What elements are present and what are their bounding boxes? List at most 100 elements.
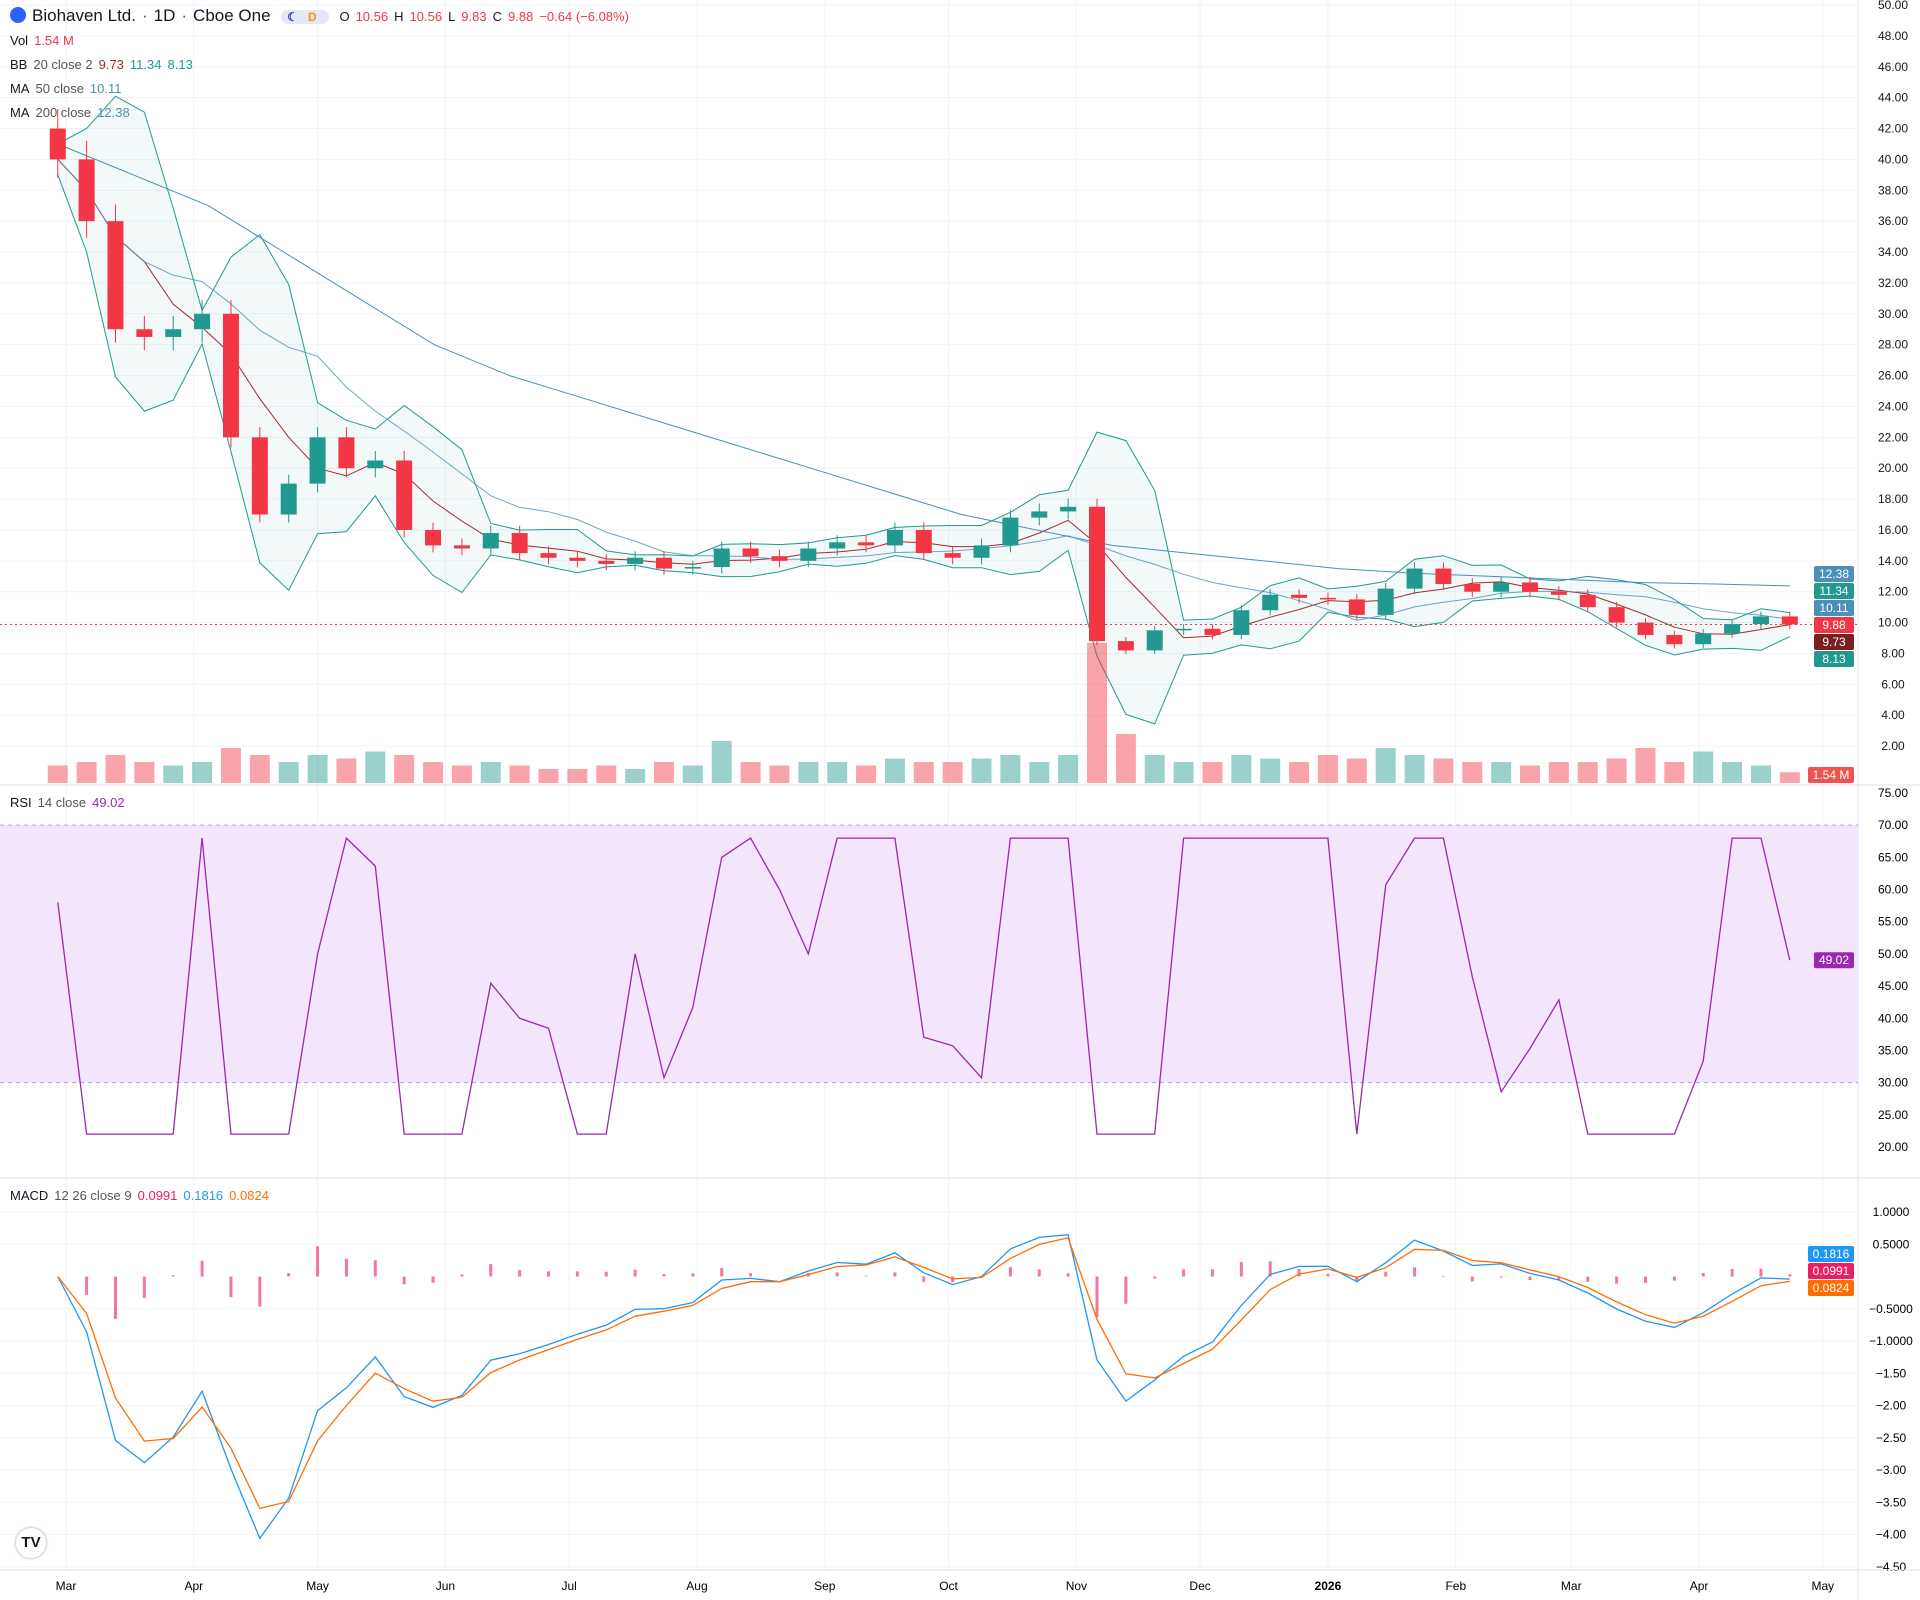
exchange: Cboe One <box>193 6 271 25</box>
macd-legend[interactable]: MACD 12 26 close 9 0.0991 0.1816 0.0824 <box>10 1188 269 1203</box>
volume-bar <box>942 762 963 783</box>
price-tick: 28.00 <box>1878 338 1908 352</box>
bb-legend[interactable]: BB 20 close 2 9.73 11.34 8.13 <box>10 57 193 72</box>
vol-legend[interactable]: Vol 1.54 M <box>10 33 74 48</box>
price-label-badge <box>1814 600 1854 616</box>
rsi-legend[interactable]: RSI 14 close 49.02 <box>10 795 125 810</box>
candle-body <box>569 557 586 561</box>
price-label: 11.34 <box>1819 584 1848 598</box>
time-tick: Dec <box>1189 1579 1210 1593</box>
rsi-tick: 70.00 <box>1878 818 1908 832</box>
candle-body <box>338 437 355 469</box>
price-label: 10.11 <box>1819 601 1848 615</box>
volume-bar <box>1173 762 1194 783</box>
candle-body <box>1637 622 1654 635</box>
volume-bar <box>1750 765 1771 783</box>
volume-bar <box>76 762 97 783</box>
rsi-tick: 60.00 <box>1878 883 1908 897</box>
macd-label-badge <box>1808 1246 1854 1262</box>
bb-fill <box>57 96 1790 724</box>
candle-body <box>973 545 990 558</box>
candle-body <box>1002 517 1019 546</box>
candle-body <box>1695 633 1712 645</box>
volume-bar <box>1722 762 1743 783</box>
candle-body <box>1175 628 1192 631</box>
interval[interactable]: 1D <box>153 6 176 25</box>
price-label-badge <box>1814 651 1854 667</box>
candle-body <box>222 313 239 438</box>
volume-bar <box>278 762 299 783</box>
price-tick: 26.00 <box>1878 369 1908 383</box>
ma50-legend[interactable]: MA 50 close 10.11 <box>10 81 122 96</box>
volume-bar <box>1375 748 1396 783</box>
price-label: 9.88 <box>1822 618 1846 632</box>
price-tick: 18.00 <box>1878 492 1908 506</box>
time-tick: Feb <box>1445 1579 1466 1593</box>
rsi-tick: 35.00 <box>1878 1043 1908 1057</box>
volume-bar <box>451 765 472 783</box>
candle-body <box>1493 582 1510 592</box>
rsi-tick: 55.00 <box>1878 915 1908 929</box>
price-label: 8.13 <box>1822 652 1846 666</box>
price-label-badge <box>1814 617 1854 633</box>
volume-bar <box>740 762 761 783</box>
candle-body <box>684 567 701 569</box>
volume-bar <box>1635 748 1656 783</box>
price-tick: 44.00 <box>1878 91 1908 105</box>
volume-bar <box>682 765 703 783</box>
tradingview-logo[interactable]: TV <box>16 1528 46 1558</box>
volume-bar <box>1317 755 1338 783</box>
price-label: 12.38 <box>1819 567 1849 581</box>
price-tick: 42.00 <box>1878 122 1908 136</box>
volume-bar <box>1664 762 1685 783</box>
macd-line <box>57 1233 1790 1540</box>
candle-body <box>396 460 413 530</box>
time-tick: Nov <box>1066 1579 1087 1593</box>
candle-body <box>886 529 903 546</box>
candle-body <box>1724 624 1741 634</box>
rsi-tick: 40.00 <box>1878 1011 1908 1025</box>
candle-body <box>713 548 730 568</box>
macd-tick: −4.50 <box>1876 1560 1907 1574</box>
candle-body <box>1666 634 1683 645</box>
volume-bar <box>884 758 905 783</box>
macd-label-badge <box>1808 1280 1854 1296</box>
candle-body <box>49 128 66 160</box>
volume-bar <box>596 765 617 783</box>
price-label-badge <box>1814 583 1854 599</box>
macd-label: 0.0991 <box>1813 1264 1850 1278</box>
price-tick: 22.00 <box>1878 430 1908 444</box>
ma200-legend[interactable]: MA 200 close 12.38 <box>10 105 130 120</box>
candle-body <box>540 553 557 558</box>
candle-body <box>482 533 499 549</box>
candle-body <box>771 556 788 561</box>
time-tick: Apr <box>1690 1579 1709 1593</box>
market-status-badge[interactable]: ☾ D <box>281 10 329 24</box>
candle-body <box>1608 607 1625 623</box>
volume-bar <box>1260 758 1281 783</box>
volume-bar <box>1346 758 1367 783</box>
candle-body <box>944 553 961 558</box>
candle-body <box>655 557 672 569</box>
volume-bar <box>1289 762 1310 783</box>
price-tick: 30.00 <box>1878 307 1908 321</box>
time-tick: May <box>1811 1579 1834 1593</box>
candle-body <box>742 548 759 557</box>
time-tick: Mar <box>56 1579 77 1593</box>
macd-tick: 0.5000 <box>1873 1237 1910 1251</box>
candle-body <box>1089 506 1105 642</box>
volume-bar <box>47 765 68 783</box>
price-tick: 36.00 <box>1878 214 1908 228</box>
volume-bar <box>538 769 559 783</box>
symbol-name[interactable]: Biohaven Ltd. <box>32 6 136 25</box>
candle-body <box>829 542 846 549</box>
volume-bar <box>1433 758 1454 783</box>
rsi-label: 49.02 <box>1819 953 1849 967</box>
price-tick: 34.00 <box>1878 245 1908 259</box>
volume-bar <box>105 755 126 783</box>
candle-body <box>1262 594 1279 611</box>
symbol-legend: Biohaven Ltd. · 1D · Cboe One ☾ D O 10.56 H 10.5… <box>10 6 641 26</box>
price-tick: 8.00 <box>1881 646 1905 660</box>
volume-bar <box>1779 772 1800 783</box>
